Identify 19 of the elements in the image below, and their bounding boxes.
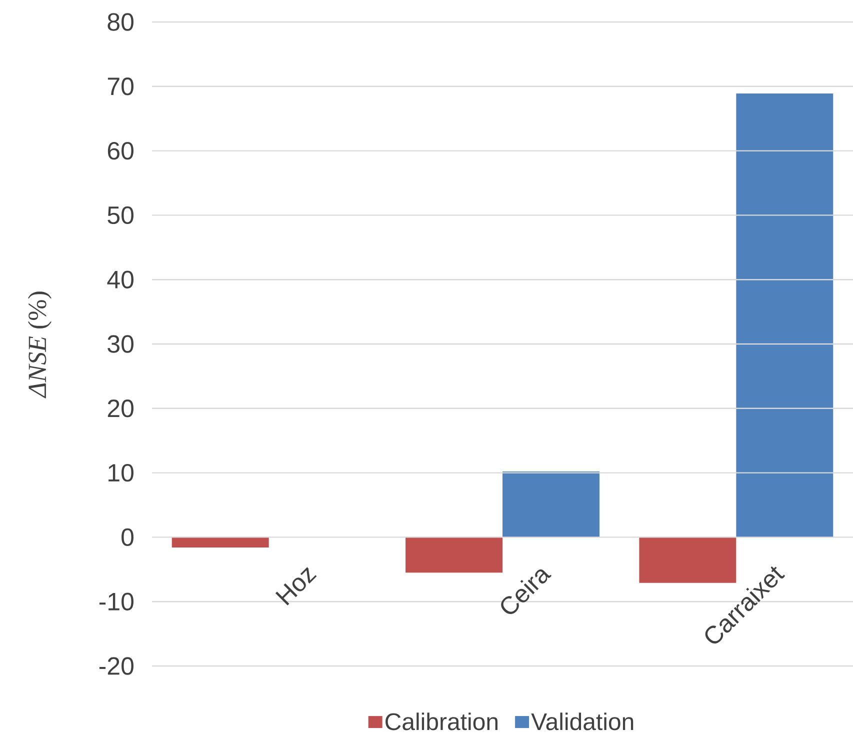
y-tick-label: 60 [108, 142, 134, 160]
bar [736, 93, 834, 538]
y-tick-label: 20 [108, 400, 134, 418]
y-axis-title: ΔNSE (%) [28, 292, 52, 398]
legend-label: Calibration [386, 712, 498, 730]
bar [172, 537, 269, 548]
y-tick-label: 70 [108, 78, 134, 96]
bar [502, 472, 600, 538]
x-tick-label: Hoz [275, 567, 317, 606]
y-tick-label: 10 [108, 464, 134, 482]
legend-label: Validation [531, 712, 634, 730]
y-tick-label: -10 [99, 592, 134, 610]
bar [406, 537, 502, 573]
y-tick-label: 50 [108, 206, 134, 224]
y-tick-label: 40 [107, 270, 134, 288]
y-tick-label: -20 [99, 657, 134, 675]
y-tick-label: 80 [108, 13, 134, 31]
y-tick-label: 0 [122, 528, 134, 546]
y-tick-label: 30 [108, 335, 134, 353]
